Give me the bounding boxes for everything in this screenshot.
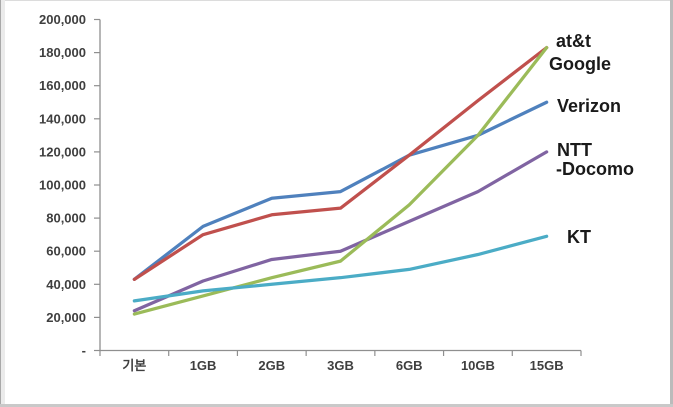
- x-tick-label: 15GB: [530, 358, 564, 373]
- x-tick-label: 1GB: [190, 358, 217, 373]
- series-label-google: Google: [549, 54, 611, 74]
- y-tick-label: 80,000: [46, 211, 86, 226]
- y-tick-label: 60,000: [46, 244, 86, 259]
- y-tick-label: 180,000: [39, 45, 86, 60]
- y-tick-label: 40,000: [46, 277, 86, 292]
- y-tick-label: 120,000: [39, 144, 86, 159]
- series-line-google: [132, 46, 549, 316]
- x-tick-label: 기본: [122, 358, 146, 373]
- x-tick-label: 6GB: [396, 358, 423, 373]
- frame-border-left-inner: [1, 0, 5, 407]
- y-tick-label: -: [82, 343, 86, 358]
- series-label-at-t: at&t: [556, 31, 591, 51]
- y-tick-label: 100,000: [39, 178, 86, 193]
- series-line-ntt-docomo: [132, 150, 549, 313]
- series-line-at-t: [132, 46, 549, 281]
- series-label-ntt-docomo: -Docomo: [556, 159, 634, 179]
- frame-border-top: [0, 0, 673, 1]
- series-line-kt: [132, 234, 549, 303]
- series-label-ntt-docomo: NTT: [557, 140, 592, 160]
- series-label-verizon: Verizon: [557, 96, 621, 116]
- x-tick-label: 3GB: [327, 358, 354, 373]
- y-tick-label: 160,000: [39, 78, 86, 93]
- y-tick-label: 20,000: [46, 310, 86, 325]
- y-tick-label: 200,000: [39, 12, 86, 27]
- y-tick-label: 140,000: [39, 111, 86, 126]
- frame-border-left-outer: [0, 0, 1, 407]
- series-label-kt: KT: [567, 227, 591, 247]
- frame-border-bottom: [0, 404, 673, 407]
- x-tick-label: 2GB: [258, 358, 285, 373]
- frame-border-right: [670, 0, 673, 407]
- x-tick-label: 10GB: [461, 358, 495, 373]
